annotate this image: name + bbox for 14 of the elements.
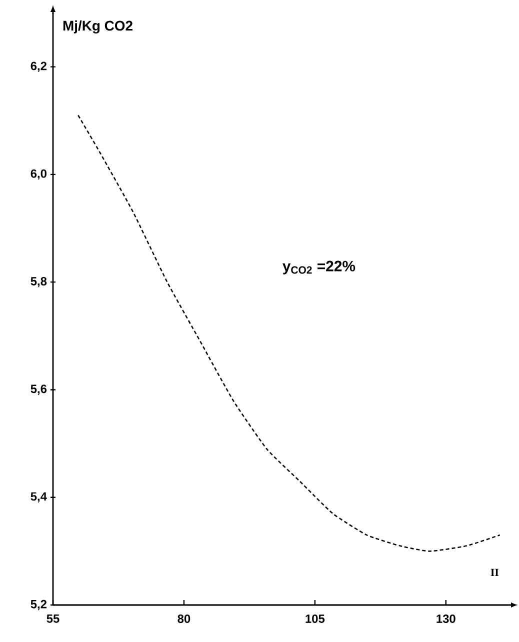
x-tick-label: 105 <box>306 614 325 623</box>
annotation: y$_{CO2}$ =22% <box>282 260 356 274</box>
y-tick-label: 5,2 <box>30 600 47 610</box>
annotation: II <box>490 568 499 576</box>
x-tick-label: 80 <box>178 614 190 623</box>
x-tick-label: 55 <box>46 614 60 623</box>
y-tick-label: 5,8 <box>30 276 47 288</box>
y-tick-label: 6,2 <box>30 62 47 72</box>
line-series <box>78 114 501 552</box>
y-tick-label: 5,4 <box>30 492 48 502</box>
y-tick-label: 5,6 <box>30 384 47 395</box>
x-tick-label: 130 <box>436 614 456 623</box>
y-axis-title: Mj/Kg CO2 <box>64 20 133 34</box>
y-tick-label: 6,0 <box>30 169 47 180</box>
